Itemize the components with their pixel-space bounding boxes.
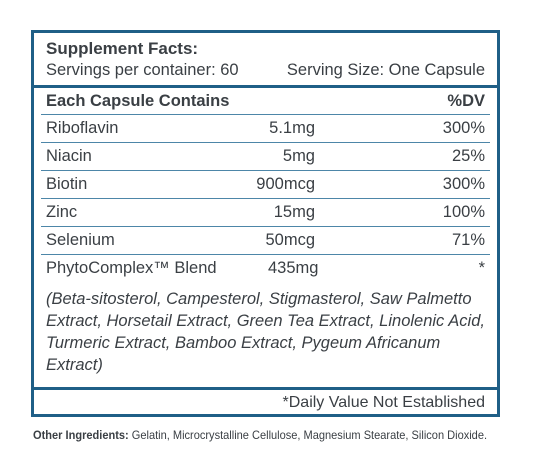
table-row: Niacin 5mg 25%: [46, 147, 485, 167]
servings-per-container: Servings per container: 60: [46, 61, 239, 79]
daily-value-footnote: *Daily Value Not Established: [282, 394, 485, 411]
nutrient-name: Riboflavin: [46, 119, 119, 137]
row-divider: [41, 142, 490, 143]
nutrient-name: Selenium: [46, 231, 115, 249]
table-row: Riboflavin 5.1mg 300%: [46, 119, 485, 139]
nutrient-dv: 300%: [442, 119, 485, 137]
nutrient-dv: 25%: [451, 147, 485, 165]
table-row: Zinc 15mg 100%: [46, 203, 485, 223]
table-row: Selenium 50mcg 71%: [46, 231, 485, 251]
supplement-facts-panel: Supplement Facts: Servings per container…: [31, 30, 500, 417]
nutrient-dv: 100%: [442, 203, 485, 221]
panel-title: Supplement Facts:: [46, 39, 199, 58]
row-divider: [41, 114, 490, 115]
blend-row: PhytoComplex™ Blend 435mg *: [46, 259, 485, 279]
footnote-divider: [34, 387, 497, 390]
table-header: Each Capsule Contains %DV: [46, 92, 485, 111]
row-divider: [41, 198, 490, 199]
nutrient-amount: 50mcg: [265, 231, 315, 249]
nutrient-dv: 71%: [451, 231, 485, 249]
header-dv: %DV: [447, 92, 485, 110]
nutrient-amount: 5mg: [282, 147, 315, 165]
serving-size: Serving Size: One Capsule: [286, 61, 485, 79]
blend-description: (Beta-sitosterol, Campesterol, Stigmaste…: [46, 290, 485, 374]
nutrient-name: Niacin: [46, 147, 92, 165]
nutrient-amount: 900mcg: [256, 175, 315, 193]
row-divider: [41, 170, 490, 171]
blend-name: PhytoComplex™ Blend: [46, 259, 217, 277]
header-each-capsule: Each Capsule Contains: [46, 92, 230, 110]
nutrient-amount: 15mg: [273, 203, 315, 221]
nutrient-name: Zinc: [46, 203, 78, 221]
nutrient-amount: 5.1mg: [269, 119, 315, 137]
servings-line: Servings per container: 60 Serving Size:…: [46, 61, 485, 80]
row-divider: [41, 226, 490, 227]
other-ingredients-text: Gelatin, Microcrystalline Cellulose, Mag…: [128, 428, 488, 442]
table-row: Biotin 900mcg 300%: [46, 175, 485, 195]
other-ingredients-label: Other Ingredients:: [33, 428, 129, 442]
nutrient-name: Biotin: [46, 175, 88, 193]
blend-amount: 435mg: [268, 259, 319, 277]
other-ingredients: Other Ingredients: Gelatin, Microcrystal…: [33, 428, 487, 442]
blend-dv: *: [478, 259, 485, 277]
row-divider: [41, 254, 490, 255]
header-divider: [34, 85, 497, 88]
nutrient-dv: 300%: [442, 175, 485, 193]
